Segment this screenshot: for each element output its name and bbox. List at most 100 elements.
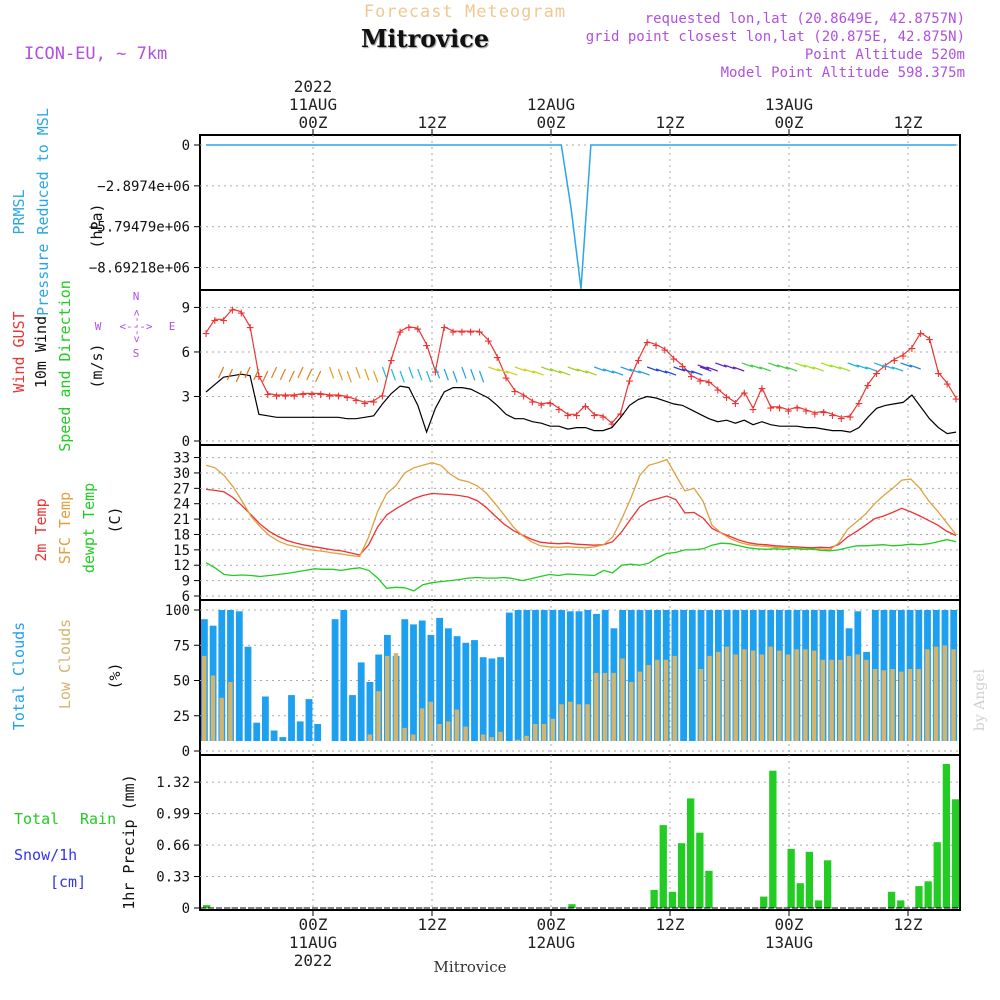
- requested-coords: requested lon,lat (20.8649E, 42.8757N): [645, 11, 965, 27]
- precip-bar: [787, 848, 795, 908]
- y-tick-label: 0: [182, 744, 190, 760]
- total-cloud-bar: [410, 624, 417, 741]
- gust-marker: +: [414, 322, 422, 337]
- pressure-label-1: PRMSL: [10, 189, 28, 234]
- bottom-time-axis: 00Z 12Z 00Z 12Z 00Z 12Z 11AUG 12AUG 13AU…: [289, 915, 923, 976]
- wind-direction-arrow: [594, 366, 606, 372]
- location-title: Mitrovice: [361, 24, 489, 53]
- total-cloud-bar: [566, 611, 574, 741]
- gust-marker: +: [476, 325, 484, 340]
- low-cloud-bar: [750, 650, 756, 741]
- low-cloud-bar: [524, 735, 529, 741]
- top-tick-2: 00Z: [537, 113, 566, 132]
- bottom-date-11aug: 11AUG: [289, 933, 337, 952]
- gust-marker: +: [273, 389, 281, 404]
- low-cloud-bar: [602, 672, 608, 741]
- wind-direction-arrow: [664, 370, 677, 376]
- gust-marker: +: [458, 325, 466, 340]
- y-tick-label: 18: [173, 527, 190, 543]
- wind-direction-arrow: [270, 366, 278, 379]
- wind-direction-arrow: [820, 362, 833, 368]
- gust-marker: +: [449, 325, 457, 340]
- gust-marker: +: [255, 370, 263, 385]
- gust-marker: +: [423, 339, 431, 354]
- gust-marker: +: [890, 353, 898, 368]
- precip-unit: 1hr Precip (mm): [120, 774, 138, 909]
- gust-marker: +: [776, 401, 784, 416]
- gust-marker: +: [308, 388, 316, 403]
- gust-marker: +: [299, 388, 307, 403]
- low-cloud-bar: [559, 704, 564, 741]
- low-cloud-bar: [899, 671, 904, 741]
- bottom-tick-3: 12Z: [656, 915, 685, 934]
- wind-direction-arrow: [706, 366, 718, 372]
- gust-marker: +: [546, 396, 554, 411]
- low-cloud-bar: [498, 731, 503, 741]
- low-cloud-bar: [829, 659, 834, 741]
- cloud-label-1: Total Clouds: [10, 622, 28, 730]
- low-cloud-bar: [620, 658, 625, 741]
- y-tick-label: 9: [182, 300, 190, 316]
- top-tick-3: 12Z: [656, 113, 685, 132]
- wind-direction-arrow: [262, 370, 269, 383]
- total-cloud-bar: [253, 722, 261, 741]
- precip-bar: [933, 842, 941, 908]
- gust-marker: +: [237, 306, 245, 321]
- panel-frame-0: [199, 134, 961, 291]
- wind-direction-arrow: [417, 368, 423, 381]
- low-cloud-bar: [663, 659, 669, 741]
- gust-marker: +: [220, 313, 228, 328]
- total-cloud-bar: [575, 611, 583, 741]
- low-cloud-bar: [742, 649, 747, 741]
- y-tick-label: 1.32: [156, 775, 190, 791]
- gust-marker: +: [387, 353, 395, 368]
- bottom-tick-1: 12Z: [418, 915, 447, 934]
- y-tick-label: 75: [173, 638, 190, 654]
- point-altitude: Point Altitude 520m: [805, 47, 965, 63]
- y-tick-label: 0.99: [156, 807, 190, 823]
- gust-marker: +: [643, 336, 651, 351]
- gust-marker: +: [731, 396, 739, 411]
- gust-marker: +: [926, 333, 934, 348]
- gust-marker: +: [529, 395, 537, 410]
- precip-label-total: Total: [14, 810, 59, 828]
- y-tick-label: 0.33: [156, 870, 190, 886]
- sfc_temp-line: [205, 458, 957, 558]
- total-cloud-bar: [688, 610, 696, 741]
- gust-marker: +: [802, 404, 810, 419]
- model-name: ICON-EU, ~ 7km: [24, 44, 167, 64]
- wind-direction-arrow: [470, 368, 476, 381]
- precip-bar: [650, 889, 658, 908]
- total-cloud-bar: [471, 640, 478, 741]
- y-tick-label: 15: [173, 543, 190, 559]
- gust-marker: +: [202, 327, 210, 342]
- gust-marker: +: [467, 325, 475, 340]
- y-tick-label: 24: [173, 497, 190, 513]
- precip-bar: [814, 900, 823, 908]
- gust-marker: +: [281, 389, 289, 404]
- gust-marker: +: [714, 383, 722, 398]
- wind-direction-arrow: [452, 370, 458, 383]
- total-cloud-bar: [279, 737, 287, 741]
- total-cloud-bar: [549, 610, 557, 741]
- total-cloud-bar: [349, 695, 356, 741]
- low-cloud-bar: [864, 659, 869, 741]
- wind-direction-arrow: [328, 366, 335, 379]
- compass-vertical: <--->: [130, 309, 143, 342]
- y-tick-label: 6: [182, 589, 190, 605]
- total-cloud-bar: [262, 696, 269, 741]
- top-tick-4: 00Z: [775, 113, 804, 132]
- total-cloud-bar: [296, 721, 304, 741]
- low-cloud-bar: [777, 650, 782, 741]
- wind-direction-arrow: [856, 364, 868, 370]
- low-cloud-bar: [838, 659, 843, 741]
- total-cloud-bar: [558, 610, 565, 741]
- gust-marker: +: [405, 321, 413, 336]
- gust-marker: +: [343, 390, 351, 405]
- precip-bar: [659, 825, 667, 908]
- low-cloud-bar: [376, 691, 381, 741]
- gust-marker: +: [264, 388, 272, 403]
- gust-marker: +: [943, 377, 951, 392]
- top-year: 2022: [294, 77, 333, 96]
